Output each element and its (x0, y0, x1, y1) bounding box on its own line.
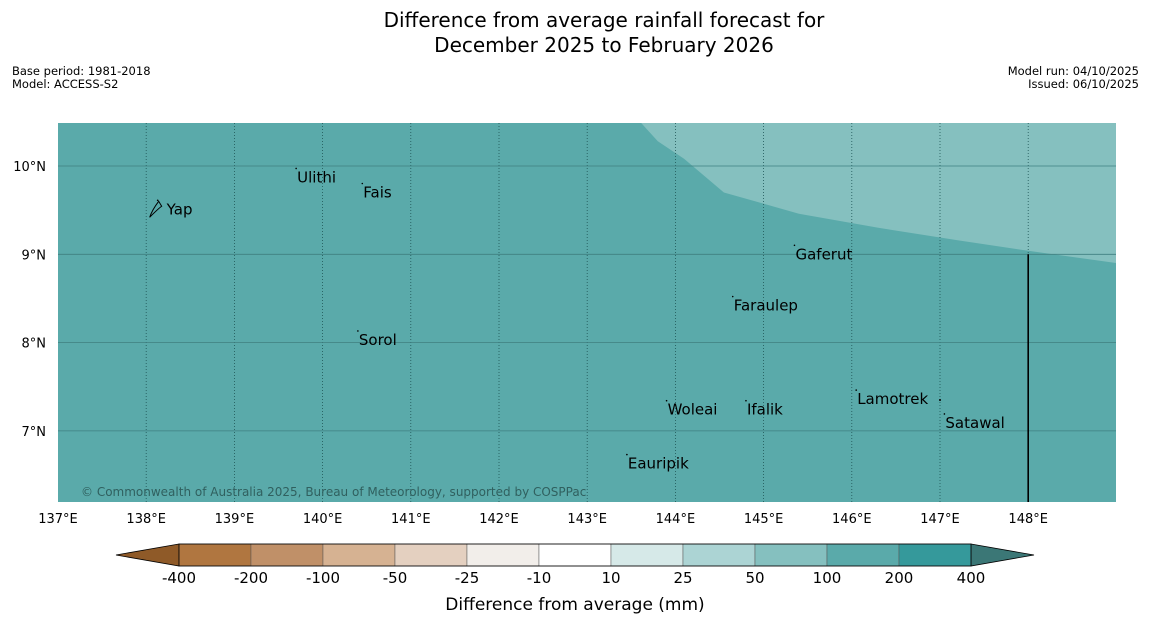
colorbar-tick-label: 400 (957, 569, 986, 587)
map-title: Difference from average rainfall forecas… (0, 8, 1150, 58)
copyright-notice: © Commonwealth of Australia 2025, Bureau… (81, 485, 586, 499)
lat-tick-label: 9°N (22, 248, 47, 263)
place-label-lamotrek: Lamotrek (857, 390, 928, 408)
colorbar-tick-label: 100 (813, 569, 842, 587)
colorbar-tick-label: 25 (673, 569, 692, 587)
issued-date: Issued: 06/10/2025 (1028, 77, 1139, 91)
colorbar-segment (394, 543, 468, 567)
colorbar-low-extend (115, 543, 180, 567)
lat-tick-label: 10°N (13, 160, 46, 175)
islet-dot (939, 398, 941, 401)
lon-tick-label: 147°E (920, 512, 960, 527)
colorbar-tick-label: -25 (455, 569, 480, 587)
place-label-fais: Fais (363, 183, 392, 201)
place-label-eauripik: Eauripik (628, 455, 689, 473)
place-dot (626, 453, 628, 456)
place-label-ulithi: Ulithi (297, 168, 336, 186)
place-dot (731, 295, 734, 298)
colorbar-high-extend (970, 543, 1035, 567)
lat-tick-label: 8°N (22, 337, 47, 352)
lat-tick-label: 7°N (22, 425, 47, 440)
place-dot (357, 330, 359, 332)
place-label-sorol: Sorol (359, 331, 397, 349)
place-label-woleai: Woleai (668, 401, 718, 419)
place-dot (943, 413, 946, 415)
lon-tick-label: 138°E (126, 512, 166, 527)
colorbar-tick-label: -400 (162, 569, 196, 587)
lon-tick-label: 143°E (567, 512, 607, 527)
colorbar-segment (826, 543, 900, 567)
place-dot (745, 399, 747, 402)
lon-tick-label: 141°E (391, 512, 431, 527)
lon-tick-label: 140°E (303, 512, 343, 527)
base-period: Base period: 1981-2018 (12, 64, 151, 78)
colorbar-frame (178, 543, 972, 567)
colorbar-tick-label: -200 (234, 569, 268, 587)
place-label-faraulep: Faraulep (734, 297, 798, 315)
place-dot (665, 399, 668, 402)
lon-tick-label: 137°E (38, 512, 78, 527)
place-dot (156, 199, 159, 202)
colorbar-segment (610, 543, 684, 567)
colorbar-segment (538, 543, 612, 567)
place-dot (361, 182, 364, 185)
place-label-satawal: Satawal (945, 414, 1004, 432)
colorbar-label: Difference from average (mm) (445, 595, 704, 615)
colorbar-segment (178, 543, 252, 567)
colorbar-tick-label: 200 (885, 569, 914, 587)
base-info: Base period: 1981-2018 Model: ACCESS-S2 (12, 65, 151, 91)
model-run: Model run: 04/10/2025 (1007, 64, 1139, 78)
colorbar-tick-label: -100 (306, 569, 340, 587)
colorbar-tick-label: 10 (601, 569, 620, 587)
lon-tick-label: 139°E (215, 512, 255, 527)
lon-tick-label: 146°E (832, 512, 872, 527)
colorbar-segment (250, 543, 324, 567)
place-dot (793, 244, 796, 247)
title-line-1: Difference from average rainfall forecas… (383, 8, 825, 32)
run-info: Model run: 04/10/2025 Issued: 06/10/2025 (1008, 65, 1139, 91)
lon-tick-label: 145°E (744, 512, 784, 527)
place-label-ifalik: Ifalik (747, 401, 783, 419)
rainfall-region-100 (640, 123, 1116, 264)
colorbar-segment (322, 543, 396, 567)
colorbar-segment (682, 543, 756, 567)
lon-tick-label: 148°E (1008, 512, 1048, 527)
colorbar-segment (898, 543, 972, 567)
lon-tick-label: 142°E (479, 512, 519, 527)
model-name: Model: ACCESS-S2 (12, 77, 119, 91)
colorbar-segment (466, 543, 540, 567)
colorbar-tick-label: -50 (383, 569, 408, 587)
title-line-2: December 2025 to February 2026 (434, 33, 774, 57)
place-dot (295, 167, 297, 170)
colorbar-segment (754, 543, 828, 567)
place-dot (855, 389, 858, 391)
place-label-gaferut: Gaferut (795, 245, 852, 263)
colorbar-tick-label: 50 (745, 569, 764, 587)
place-label-yap: Yap (166, 200, 193, 218)
colorbar-tick-label: -10 (527, 569, 552, 587)
yap-island-outline (149, 200, 163, 218)
lon-tick-label: 144°E (656, 512, 696, 527)
